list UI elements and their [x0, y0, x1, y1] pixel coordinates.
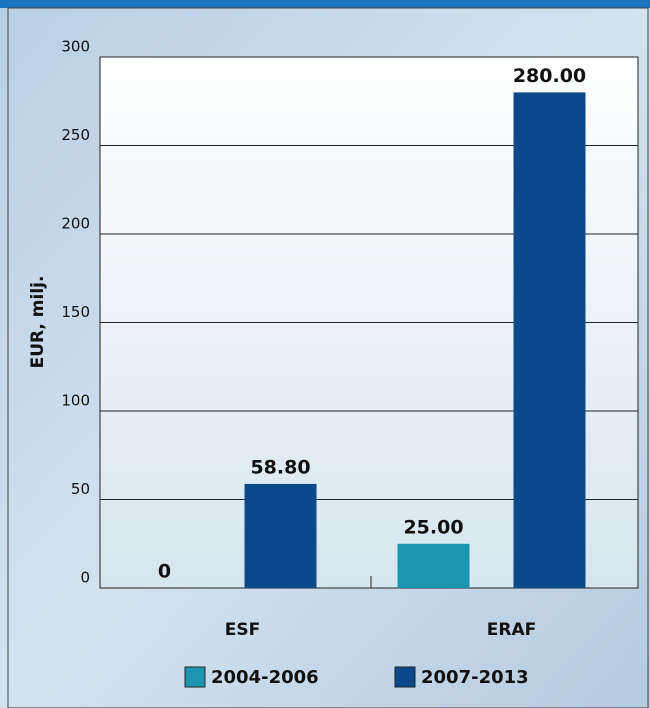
- y-tick-label: 300: [61, 38, 90, 56]
- y-tick-label: 250: [61, 126, 90, 144]
- bar: [513, 92, 586, 589]
- y-tick-label: 50: [71, 480, 90, 498]
- y-axis-label: EUR, milj.: [28, 276, 48, 369]
- frame: [7, 7, 649, 708]
- bar: [244, 483, 317, 588]
- legend-label: 2004-2006: [211, 667, 319, 688]
- header-strip: [0, 0, 650, 8]
- y-tick-label: 100: [61, 392, 90, 410]
- legend-label: 2007-2013: [421, 667, 529, 688]
- y-tick-label: 200: [61, 215, 90, 233]
- x-tick-label: ERAF: [487, 620, 536, 640]
- bar: [397, 543, 470, 588]
- value-label: 0: [158, 561, 171, 583]
- value-label: 25.00: [403, 516, 463, 538]
- value-label: 58.80: [250, 456, 310, 478]
- y-tick-label: 0: [80, 569, 90, 587]
- x-tick-label: ESF: [225, 620, 260, 640]
- y-tick-label: 150: [61, 303, 90, 321]
- value-label: 280.00: [513, 65, 586, 87]
- legend-swatch: [394, 666, 416, 688]
- legend-swatch: [184, 666, 206, 688]
